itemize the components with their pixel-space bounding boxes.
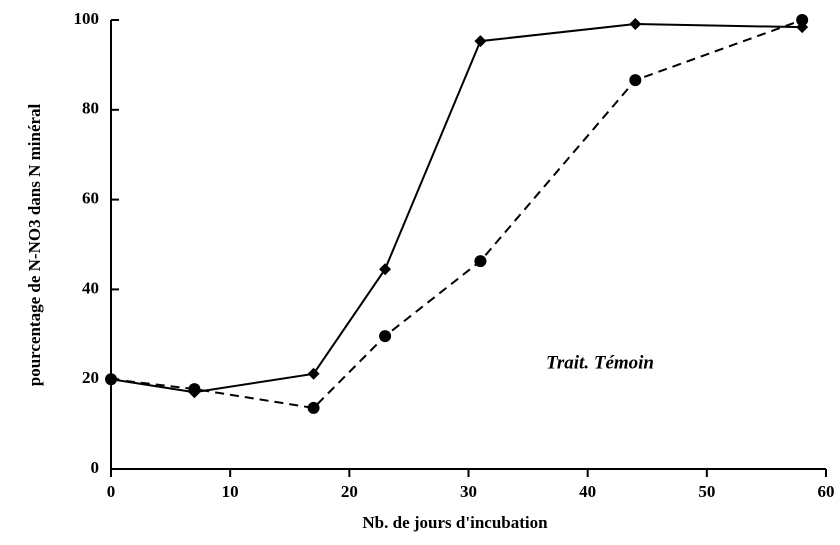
point <box>629 18 642 31</box>
y-tick-label: 60 <box>82 189 99 208</box>
y-tick-label: 20 <box>82 368 99 387</box>
point <box>307 367 320 380</box>
annotation: Trait. Témoin <box>546 352 654 373</box>
y-tick-label: 80 <box>82 99 99 118</box>
x-tick-label: 40 <box>579 482 596 501</box>
y-axis-label: pourcentage de N-NO3 dans N minéral <box>25 103 44 386</box>
x-tick-label: 20 <box>341 482 358 501</box>
series-line <box>110 23 803 394</box>
point <box>379 330 392 343</box>
y-tick-label: 100 <box>74 9 100 28</box>
point <box>105 373 117 386</box>
point <box>629 74 642 87</box>
x-tick-label: 60 <box>818 482 835 501</box>
x-tick-label: 30 <box>460 482 477 501</box>
point <box>796 14 809 26</box>
x-tick-label: 0 <box>107 482 116 501</box>
point <box>307 401 320 414</box>
x-tick-label: 10 <box>222 482 239 501</box>
x-tick-label: 50 <box>698 482 715 501</box>
y-tick-label: 0 <box>91 458 100 477</box>
point <box>188 383 201 396</box>
x-axis-label: Nb. de jours d'incubation <box>362 513 548 532</box>
series-line <box>110 19 803 410</box>
point <box>474 255 487 268</box>
point <box>379 263 392 276</box>
y-tick-label: 40 <box>82 278 99 297</box>
point <box>474 35 487 48</box>
